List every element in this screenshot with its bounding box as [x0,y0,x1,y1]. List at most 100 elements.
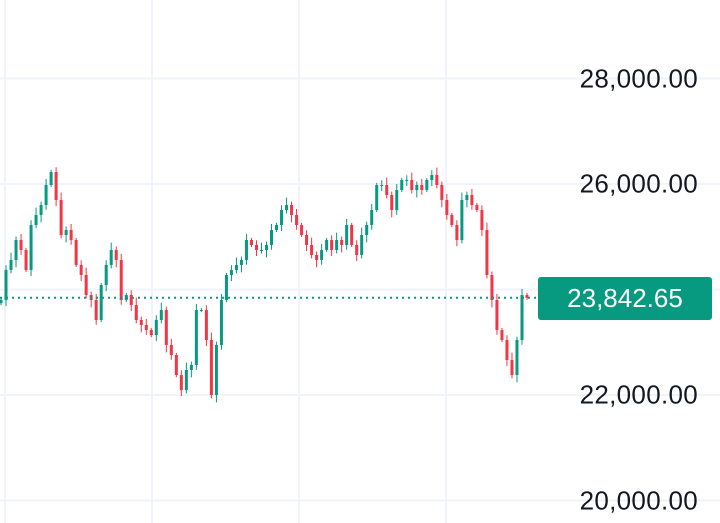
last-price-badge: 23,842.65 [538,276,712,320]
candle-body [400,179,404,191]
candle-body [295,214,299,225]
candle-body [490,274,494,300]
candle-body [430,174,434,180]
candle-body [59,199,63,236]
candle-body [24,249,28,270]
candle-body [460,199,464,241]
candle-body [219,299,223,345]
candle-body [410,179,414,191]
candle-body [189,364,193,370]
candle-body [99,285,103,320]
candle-body [69,229,73,241]
candle-body [0,299,3,304]
candle-body [84,274,88,295]
y-tick-label-28000: 28,000.00 [579,63,698,93]
candle-body [74,240,78,265]
candle-body [144,325,148,331]
candle-body [405,179,409,181]
candle-body [290,204,294,215]
candle-body [365,224,369,236]
candle-body [179,375,183,391]
candle-body [315,255,319,260]
candle-body [79,264,83,275]
y-tick-label-22000: 22,000.00 [579,379,698,410]
candle-body [229,269,233,275]
y-tick-label-26000: 26,000.00 [579,168,698,199]
candle-body [345,224,349,245]
candle-body [465,194,469,200]
candle-body [455,224,459,241]
candle-body [275,224,279,230]
candle-body [355,244,359,256]
candle-body [244,240,248,260]
candle-body [450,214,454,225]
candle-body [19,240,23,250]
candle-body [370,210,374,225]
candle-body [435,174,439,186]
candle-body [505,339,509,361]
candle-body [440,185,444,200]
candle-body [420,185,424,191]
candle-body [139,319,143,326]
candle-body [104,264,108,286]
candle-body [320,249,324,260]
candle-body [164,310,168,345]
candle-body [194,310,198,365]
candle-body [385,185,389,195]
candle-body [184,369,188,391]
candle-body [360,235,364,256]
candle-body [254,244,258,250]
candle-body [214,344,218,395]
candle-body [515,339,519,376]
candle-body [94,299,98,320]
candle-body [445,199,449,215]
candle-body [305,235,309,245]
candle-body [500,330,504,340]
candle-body [395,190,399,211]
candle-body [4,269,8,300]
candle-body [174,355,178,376]
candle-body [39,204,43,215]
candle-body [54,171,58,200]
candle-body [119,259,123,300]
candle-body [224,274,228,300]
candle-body [495,299,499,331]
candle-body [380,185,384,187]
candle-body [340,240,344,245]
candle-body [350,224,354,245]
candle-body [159,310,163,320]
candle-body [9,259,13,270]
last-price-value: 23,842.65 [567,282,683,313]
candle-body [520,294,524,340]
candle-body [510,360,514,376]
candle-body [335,240,339,250]
candle-body [425,179,429,191]
candle-body [109,249,113,265]
candle-body [325,240,329,250]
candle-body [114,249,118,260]
candle-body [134,305,138,320]
candle-body [29,224,33,270]
candle-body [300,224,304,236]
candle-body [390,194,394,211]
candle-body [480,210,484,230]
candle-body [375,185,379,211]
candle-body [14,240,18,260]
candle-body [234,264,238,270]
candle-body [330,240,334,250]
candle-body [44,185,48,205]
candle-body [310,244,314,256]
candle-body [470,194,474,205]
candle-body [285,204,289,211]
candle-body [525,294,529,298]
y-tick-label-20000: 20,000.00 [579,485,698,515]
candle-body [129,294,133,306]
candle-body [169,344,173,356]
candle-body [34,214,38,225]
candle-body [259,249,263,251]
candle-body [49,171,53,186]
candle-body [270,229,274,245]
candle-body [249,240,253,245]
